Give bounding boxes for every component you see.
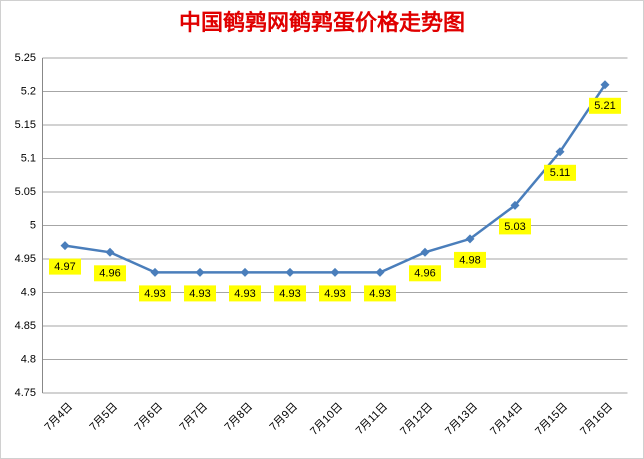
data-label: 5.11 <box>544 164 576 181</box>
marker <box>465 234 475 244</box>
data-label-text: 4.93 <box>369 288 390 300</box>
data-label: 4.93 <box>274 285 306 302</box>
marker <box>240 267 250 277</box>
data-label-text: 4.98 <box>459 254 480 266</box>
data-label: 4.93 <box>139 285 171 302</box>
y-tick-label: 4.95 <box>15 253 36 265</box>
marker <box>150 267 160 277</box>
data-label-box <box>274 285 306 302</box>
data-label-box <box>499 218 531 235</box>
data-label-box <box>94 265 126 282</box>
marker <box>600 80 610 90</box>
marker <box>510 200 520 210</box>
data-label-text: 4.93 <box>234 288 255 300</box>
chart-title: 中国鹌鹑网鹌鹑蛋价格走势图 <box>179 10 465 36</box>
data-label-box <box>409 265 441 282</box>
y-tick-label: 5.05 <box>15 186 36 198</box>
data-label: 4.96 <box>94 265 126 282</box>
data-label-box <box>139 285 171 302</box>
data-label: 5.03 <box>499 218 531 235</box>
data-label: 4.93 <box>364 285 396 302</box>
marker <box>555 147 565 157</box>
data-label-text: 4.93 <box>324 288 345 300</box>
data-label-box <box>184 285 216 302</box>
y-tick-label: 4.85 <box>15 320 36 332</box>
data-label-text: 4.93 <box>144 288 165 300</box>
marker <box>420 247 430 257</box>
y-tick-label: 5.1 <box>21 152 36 164</box>
data-label-text: 4.93 <box>189 288 210 300</box>
y-tick-label: 5.15 <box>15 119 36 131</box>
data-label: 4.97 <box>49 258 81 275</box>
data-label-box <box>454 251 486 268</box>
data-label: 4.93 <box>229 285 261 302</box>
data-label-text: 4.96 <box>414 268 435 280</box>
data-label-text: 4.97 <box>54 261 75 273</box>
data-label-text: 4.96 <box>99 268 120 280</box>
y-tick-label: 5.25 <box>15 52 36 64</box>
data-label-box <box>229 285 261 302</box>
data-label-text: 5.21 <box>594 100 615 112</box>
marker <box>285 267 295 277</box>
data-label-text: 5.11 <box>550 167 571 179</box>
marker <box>375 267 385 277</box>
data-label: 4.98 <box>454 251 486 268</box>
data-label-box <box>364 285 396 302</box>
y-tick-label: 5 <box>30 219 36 231</box>
marker <box>105 247 115 257</box>
data-label-box <box>49 258 81 275</box>
data-label: 5.21 <box>589 97 621 114</box>
y-tick-label: 4.8 <box>21 353 36 365</box>
data-label: 4.93 <box>319 285 351 302</box>
marker <box>330 267 340 277</box>
data-label-box <box>589 97 621 114</box>
data-label: 4.96 <box>409 265 441 282</box>
data-label-box <box>544 164 576 181</box>
y-tick-label: 5.2 <box>21 85 36 97</box>
marker <box>195 267 205 277</box>
data-label-box <box>319 285 351 302</box>
data-label-text: 4.93 <box>279 288 300 300</box>
marker <box>60 241 70 251</box>
y-tick-label: 4.9 <box>21 286 36 298</box>
y-tick-label: 4.75 <box>15 387 36 399</box>
data-label: 4.93 <box>184 285 216 302</box>
data-label-text: 5.03 <box>504 221 525 233</box>
